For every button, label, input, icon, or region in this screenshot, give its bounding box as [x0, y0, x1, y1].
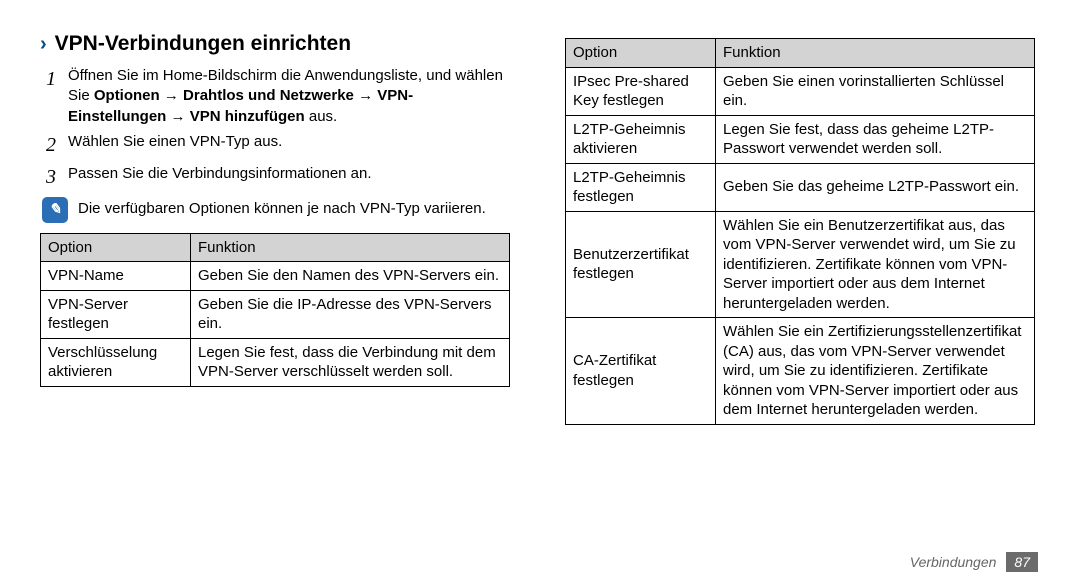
table-row: L2TP-Geheimnis festlegen Geben Sie das g… — [566, 163, 1035, 211]
arrow: → — [160, 87, 183, 104]
bold: VPN hinzufügen — [190, 108, 305, 125]
options-table-right: Option Funktion IPsec Pre-shared Key fes… — [565, 38, 1035, 425]
note-row: ✎ Die verfügbaren Optionen können je nac… — [40, 197, 510, 223]
note-text: Die verfügbaren Optionen können je nach … — [78, 197, 510, 219]
section-heading: › VPN-Verbindungen einrichten — [40, 32, 510, 56]
bold: Drahtlos und Netzwerke — [183, 87, 354, 104]
th-option: Option — [41, 233, 191, 262]
cell-function: Geben Sie die IP-Adresse des VPN-Servers… — [191, 290, 510, 338]
cell-option: L2TP-Geheimnis aktivieren — [566, 115, 716, 163]
cell-option: Verschlüsselung aktivieren — [41, 338, 191, 386]
cell-option: CA-Zertifikat festlegen — [566, 318, 716, 425]
table-row: Verschlüsselung aktivieren Legen Sie fes… — [41, 338, 510, 386]
step-number: 3 — [40, 164, 68, 191]
table-row: CA-Zertifikat festlegen Wählen Sie ein Z… — [566, 318, 1035, 425]
arrow: → — [166, 108, 189, 125]
cell-option: L2TP-Geheimnis festlegen — [566, 163, 716, 211]
heading-text: VPN-Verbindungen einrichten — [55, 32, 351, 56]
left-column: › VPN-Verbindungen einrichten 1 Öffnen S… — [40, 32, 510, 425]
step-body: Wählen Sie einen VPN-Typ aus. — [68, 132, 510, 159]
note-icon: ✎ — [42, 197, 68, 223]
th-function: Funktion — [191, 233, 510, 262]
step-number: 2 — [40, 132, 68, 159]
table-row: L2TP-Geheimnis aktivieren Legen Sie fest… — [566, 115, 1035, 163]
page-footer: Verbindungen 87 — [910, 552, 1038, 572]
footer-section: Verbindungen — [910, 554, 997, 570]
cell-option: IPsec Pre-shared Key festlegen — [566, 67, 716, 115]
th-option: Option — [566, 39, 716, 68]
table-row: VPN-Name Geben Sie den Namen des VPN-Ser… — [41, 262, 510, 291]
step-body: Öffnen Sie im Home-Bildschirm die Anwend… — [68, 66, 510, 127]
step-number: 1 — [40, 66, 68, 127]
cell-function: Geben Sie den Namen des VPN-Servers ein. — [191, 262, 510, 291]
cell-option: VPN-Name — [41, 262, 191, 291]
arrow: → — [354, 87, 377, 104]
step-body: Passen Sie die Verbindungsinformationen … — [68, 164, 510, 191]
th-function: Funktion — [716, 39, 1035, 68]
table-row: Benutzerzertifikat festlegen Wählen Sie … — [566, 211, 1035, 318]
cell-function: Geben Sie das geheime L2TP-Passwort ein. — [716, 163, 1035, 211]
table-row: VPN-Server festlegen Geben Sie die IP-Ad… — [41, 290, 510, 338]
step-2: 2 Wählen Sie einen VPN-Typ aus. — [40, 132, 510, 159]
cell-function: Wählen Sie ein Zertifizierungs­stellenze… — [716, 318, 1035, 425]
cell-function: Legen Sie fest, dass die Verbindung mit … — [191, 338, 510, 386]
step-1: 1 Öffnen Sie im Home-Bildschirm die Anwe… — [40, 66, 510, 127]
bold: Optionen — [94, 87, 160, 104]
step-3: 3 Passen Sie die Verbindungsinformatione… — [40, 164, 510, 191]
cell-function: Wählen Sie ein Benutzerzertifikat aus, d… — [716, 211, 1035, 318]
text: aus. — [305, 108, 338, 125]
options-table-left: Option Funktion VPN-Name Geben Sie den N… — [40, 233, 510, 387]
right-column: Option Funktion IPsec Pre-shared Key fes… — [565, 32, 1035, 425]
chevron-icon: › — [40, 33, 47, 56]
cell-function: Legen Sie fest, dass das geheime L2TP-Pa… — [716, 115, 1035, 163]
cell-option: Benutzerzertifikat festlegen — [566, 211, 716, 318]
cell-option: VPN-Server festlegen — [41, 290, 191, 338]
footer-page-number: 87 — [1006, 552, 1038, 572]
table-row: IPsec Pre-shared Key festlegen Geben Sie… — [566, 67, 1035, 115]
cell-function: Geben Sie einen vorinstallierten Schlüss… — [716, 67, 1035, 115]
